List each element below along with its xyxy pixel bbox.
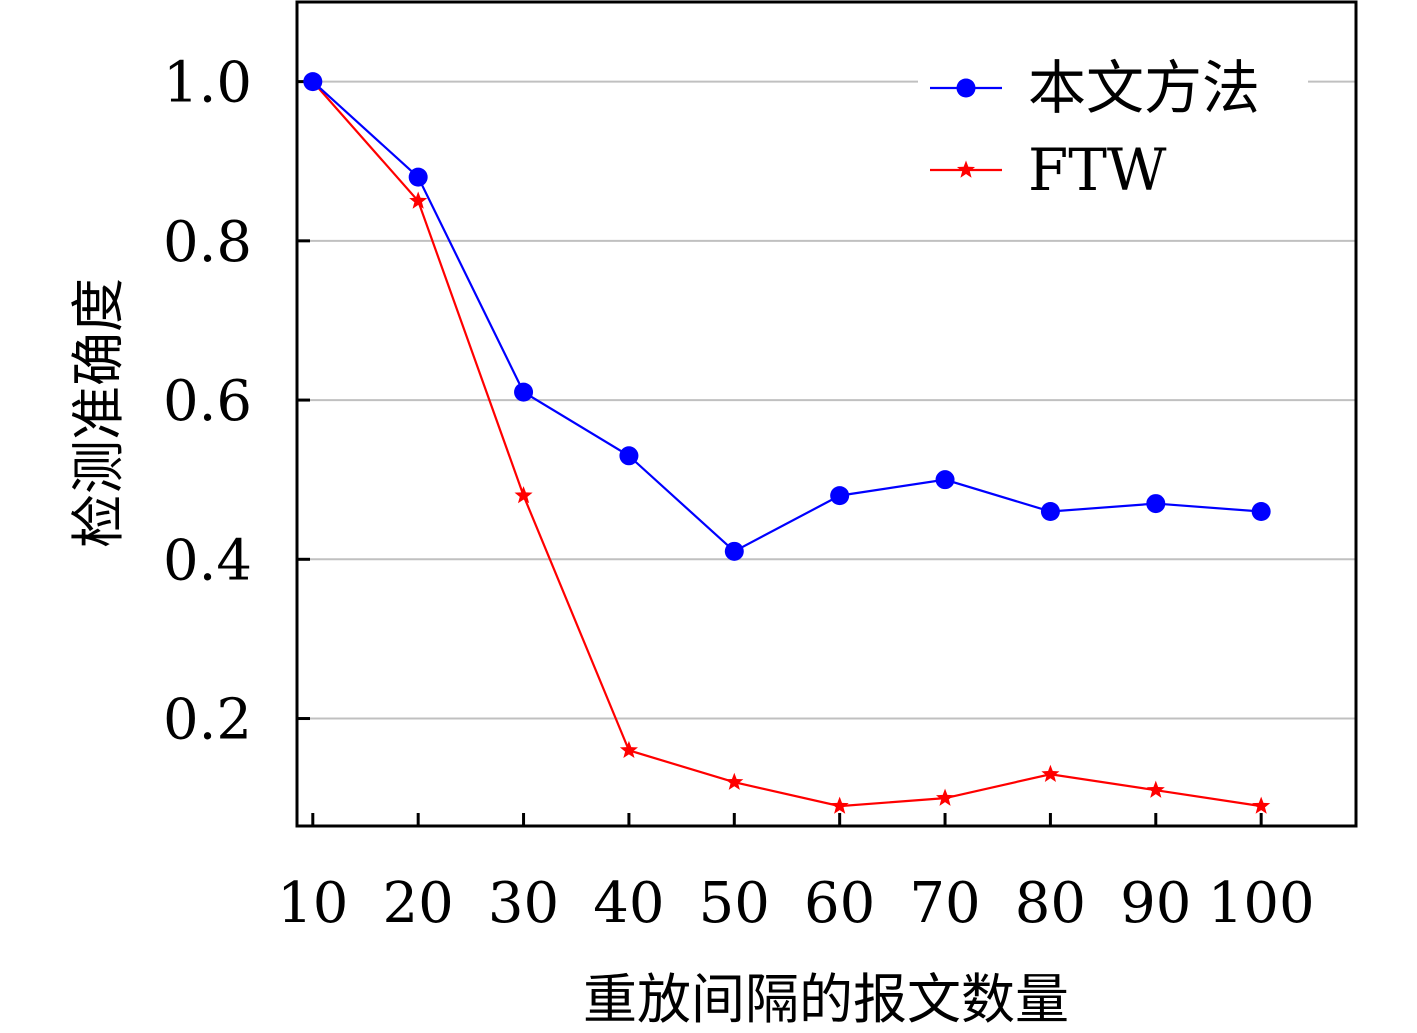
x-tick-label: 70 xyxy=(909,871,980,936)
data-point xyxy=(408,167,428,187)
series-line xyxy=(312,80,1262,553)
legend-label: FTW xyxy=(1028,136,1167,204)
x-tick-label: 10 xyxy=(277,871,348,936)
legend-marker xyxy=(956,78,976,98)
data-point xyxy=(409,191,428,209)
data-point xyxy=(725,772,744,790)
data-point xyxy=(1146,780,1165,798)
legend-background xyxy=(918,50,1308,208)
data-point xyxy=(303,72,323,92)
series-line xyxy=(311,80,1262,808)
data-series xyxy=(303,72,1271,814)
y-tick-label: 0.4 xyxy=(163,528,252,593)
y-tick-label: 0.6 xyxy=(163,369,252,434)
legend-marker xyxy=(956,160,976,178)
legend-label: 本文方法 xyxy=(1028,54,1260,122)
gridlines xyxy=(297,80,1356,720)
data-point xyxy=(935,470,955,490)
x-tick-label: 50 xyxy=(699,871,770,936)
y-tick-label: 1.0 xyxy=(163,51,252,116)
x-axis-title: 重放间隔的报文数量 xyxy=(583,968,1069,1031)
x-tick-label: 90 xyxy=(1120,871,1191,936)
axis-ticks: 0.2 0.4 0.6 0.8 1.0 10 20 30 40 50 60 70 80 90 100 xyxy=(163,51,1315,936)
data-point xyxy=(1146,494,1166,514)
x-tick-label: 60 xyxy=(804,871,875,936)
y-tick-label: 0.2 xyxy=(163,688,252,753)
x-tick-label: 40 xyxy=(593,871,664,936)
plot-frame xyxy=(295,0,1358,828)
x-tick-label: 100 xyxy=(1208,871,1315,936)
data-point xyxy=(1251,502,1271,522)
x-tick-label: 30 xyxy=(488,871,559,936)
series-2 xyxy=(303,72,1271,814)
y-tick-label: 0.8 xyxy=(163,210,252,275)
data-point xyxy=(514,486,533,504)
data-point xyxy=(619,740,638,759)
series-1 xyxy=(303,72,1271,561)
legend: 本文方法 FTW xyxy=(918,50,1308,208)
data-point xyxy=(724,541,744,561)
data-point xyxy=(830,796,849,814)
x-tick-label: 20 xyxy=(383,871,454,936)
data-point xyxy=(1040,502,1060,522)
data-point xyxy=(936,788,955,806)
data-point xyxy=(514,382,534,402)
x-tick-label: 80 xyxy=(1015,871,1086,936)
y-axis-title: 检测准确度 xyxy=(67,278,130,548)
data-point xyxy=(619,446,639,466)
data-point xyxy=(1252,796,1271,814)
data-point xyxy=(830,486,850,506)
data-point xyxy=(1041,764,1060,782)
